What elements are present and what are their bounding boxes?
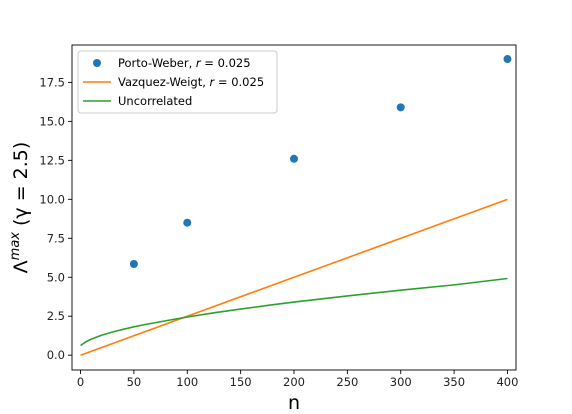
y-tick-label-6: 15.0: [39, 114, 65, 128]
legend-box: [77, 50, 278, 114]
data-point-0-0: [129, 260, 138, 269]
legend-label-1: Vazquez-Weigt, r = 0.025: [118, 75, 264, 89]
data-point-0-2: [290, 154, 298, 163]
x-tick-label-3: 150: [230, 375, 252, 389]
x-axis-ticks: 0 50 100 150 200 250 300 350 400: [77, 370, 518, 389]
y-tick-label-7: 17.5: [39, 75, 65, 89]
y-axis-label-sup: max: [8, 232, 23, 261]
legend-marker-0: [93, 59, 101, 67]
series-line-2: [80, 277, 508, 347]
y-axis-label-main: Λ: [10, 260, 32, 273]
y-axis-ticks: 0.0 2.5 5.0 7.5 10.0 12.5 15.0 17.5: [39, 75, 72, 362]
x-tick-label-2: 100: [176, 375, 198, 389]
x-tick-label-1: 50: [127, 375, 142, 389]
y-tick-label-5: 12.5: [39, 153, 65, 167]
y-tick-label-3: 7.5: [47, 231, 65, 245]
data-point-0-3: [396, 103, 405, 112]
y-tick-label-1: 2.5: [47, 309, 65, 323]
x-axis-label: n: [288, 392, 300, 414]
data-point-0-4: [503, 55, 512, 64]
series-line-1: [80, 198, 508, 356]
plot-frame: [71, 44, 517, 371]
legend: Porto-Weber, r = 0.025 Vazquez-Weigt, r =…: [77, 50, 278, 114]
x-tick-label-4: 200: [283, 375, 305, 389]
x-tick-label-5: 250: [336, 375, 358, 389]
x-tick-label-0: 0: [77, 375, 84, 389]
x-tick-label-7: 350: [443, 375, 465, 389]
x-tick-label-6: 300: [390, 375, 412, 389]
y-axis-label: Λmax (γ = 2.5): [8, 142, 32, 274]
y-tick-label-0: 0.0: [47, 348, 65, 362]
legend-label-0: Porto-Weber, r = 0.025: [118, 56, 251, 70]
x-tick-label-8: 400: [496, 375, 518, 389]
y-axis-label-suffix: (γ = 2.5): [10, 142, 32, 226]
y-tick-label-2: 5.0: [47, 270, 65, 284]
series-layer: [80, 55, 512, 356]
y-tick-label-4: 10.0: [39, 192, 65, 206]
data-point-0-1: [183, 218, 192, 227]
legend-label-2: Uncorrelated: [118, 94, 192, 108]
